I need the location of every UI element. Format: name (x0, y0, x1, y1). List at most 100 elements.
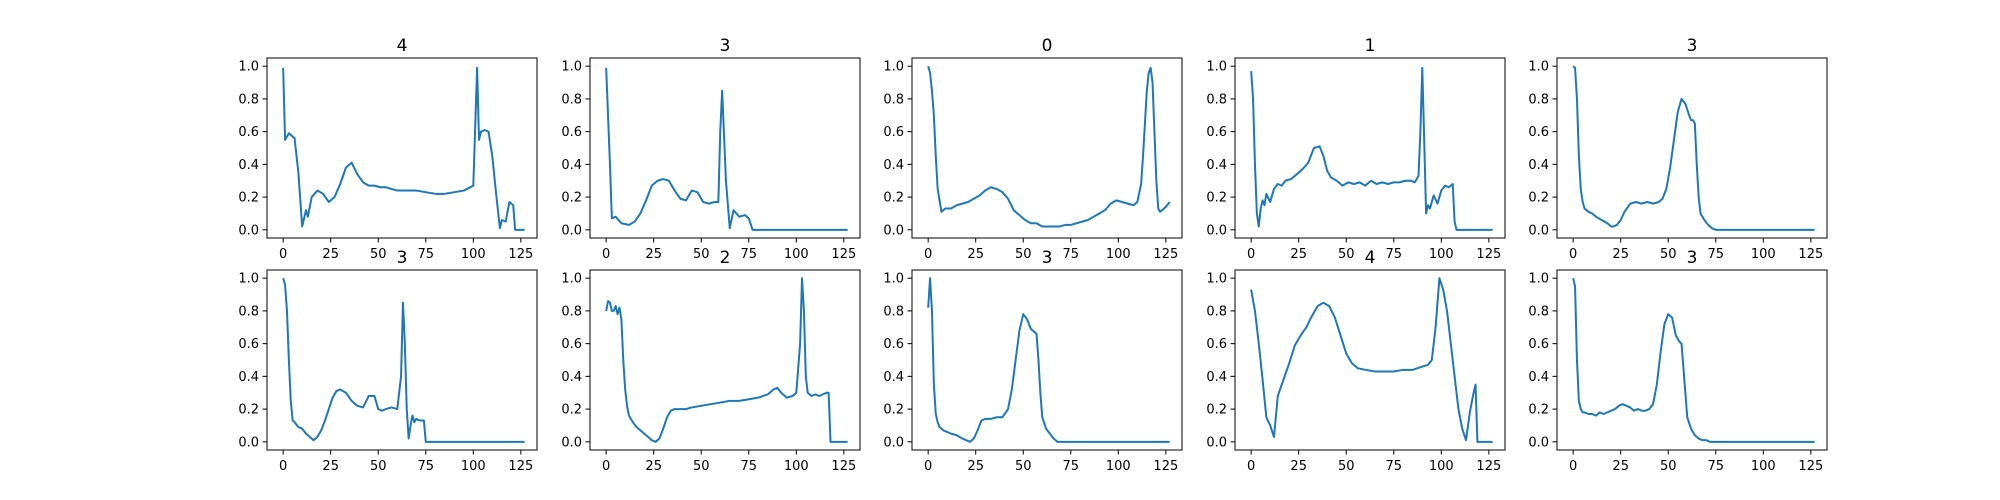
y-tick-label: 1.0 (238, 272, 259, 287)
y-tick-label: 0.8 (561, 304, 582, 319)
subplot-3: 0 25 50 75 100 125 0.0 0.2 0.4 0.6 0.8 1.0 0 (883, 36, 1183, 262)
y-tick-label: 0.8 (1206, 304, 1227, 319)
y-tick-label: 0.8 (238, 304, 259, 319)
y-tick-label: 0.0 (1206, 435, 1227, 450)
y-tick-label: 0.2 (1528, 191, 1549, 206)
y-tick-label: 1.0 (1206, 60, 1227, 75)
x-tick-label: 100 (461, 247, 486, 262)
series-line (1250, 277, 1493, 443)
subplot-title: 4 (1365, 248, 1376, 268)
y-tick-label: 1.0 (1206, 272, 1227, 287)
x-tick-label: 0 (1247, 459, 1255, 474)
y-tick-label: 0.4 (883, 158, 904, 173)
x-tick-label: 50 (370, 247, 387, 262)
axes-frame (1234, 269, 1506, 451)
x-tick-label: 50 (370, 459, 387, 474)
x-tick-label: 100 (1106, 459, 1131, 474)
x-tick-label: 100 (461, 459, 486, 474)
x-tick-label: 25 (645, 459, 662, 474)
x-tick-label: 0 (602, 247, 610, 262)
y-tick-label: 0.0 (883, 435, 904, 450)
x-tick-label: 125 (1476, 247, 1501, 262)
axes-frame (266, 269, 538, 451)
y-tick-label: 0.2 (1528, 403, 1549, 418)
subplot-title: 3 (1042, 248, 1053, 268)
series-line (1572, 65, 1815, 231)
x-tick-label: 125 (1798, 247, 1823, 262)
x-tick-label: 100 (784, 247, 809, 262)
y-tick-label: 0.8 (561, 92, 582, 107)
x-tick-label: 25 (1612, 247, 1629, 262)
y-tick-label: 0.8 (883, 92, 904, 107)
y-tick-label: 0.8 (1528, 304, 1549, 319)
subplot-9: 0 25 50 75 100 125 0.0 0.2 0.4 0.6 0.8 1.0 4 (1206, 248, 1506, 474)
subplot-title: 3 (397, 248, 408, 268)
x-tick-label: 0 (924, 459, 932, 474)
subplot-title: 1 (1365, 36, 1376, 56)
x-tick-label: 50 (1015, 247, 1032, 262)
x-tick-label: 100 (784, 459, 809, 474)
x-tick-label: 125 (508, 247, 533, 262)
x-tick-label: 75 (1062, 459, 1079, 474)
y-tick-label: 0.2 (238, 191, 259, 206)
x-tick-label: 0 (602, 459, 610, 474)
y-tick-label: 0.8 (883, 304, 904, 319)
x-tick-label: 75 (417, 459, 434, 474)
x-tick-label: 25 (322, 247, 339, 262)
y-tick-label: 0.4 (1528, 370, 1549, 385)
series-line (927, 65, 1171, 228)
series-line (1572, 277, 1815, 443)
x-tick-label: 0 (279, 247, 287, 262)
x-tick-label: 50 (1660, 247, 1677, 262)
x-tick-label: 25 (645, 247, 662, 262)
y-tick-label: 0.6 (561, 337, 582, 352)
y-tick-label: 1.0 (883, 272, 904, 287)
y-tick-label: 0.0 (561, 223, 582, 238)
x-tick-label: 0 (279, 459, 287, 474)
y-tick-label: 0.4 (561, 370, 582, 385)
x-tick-label: 100 (1751, 459, 1776, 474)
y-tick-label: 0.0 (883, 223, 904, 238)
y-tick-label: 0.8 (238, 92, 259, 107)
x-tick-label: 100 (1751, 247, 1776, 262)
axes-frame (266, 57, 538, 239)
x-tick-label: 25 (967, 247, 984, 262)
subplot-8: 0 25 50 75 100 125 0.0 0.2 0.4 0.6 0.8 1.0 3 (883, 248, 1183, 474)
x-tick-label: 125 (1798, 459, 1823, 474)
subplot-4: 0 25 50 75 100 125 0.0 0.2 0.4 0.6 0.8 1.0 1 (1206, 36, 1506, 262)
y-tick-label: 0.6 (883, 125, 904, 140)
x-tick-label: 100 (1429, 247, 1454, 262)
subplot-7: 0 25 50 75 100 125 0.0 0.2 0.4 0.6 0.8 1.0 2 (561, 248, 861, 474)
series-line (927, 277, 1170, 443)
x-tick-label: 0 (1569, 459, 1577, 474)
y-tick-label: 0.6 (883, 337, 904, 352)
y-tick-label: 0.4 (1206, 158, 1227, 173)
y-tick-label: 0.0 (561, 435, 582, 450)
x-tick-label: 50 (1660, 459, 1677, 474)
y-tick-label: 0.6 (238, 337, 259, 352)
y-tick-label: 0.2 (238, 403, 259, 418)
x-tick-label: 75 (1062, 247, 1079, 262)
y-tick-label: 1.0 (561, 272, 582, 287)
x-tick-label: 25 (1612, 459, 1629, 474)
series-line (282, 277, 525, 443)
subplot-title: 4 (397, 36, 408, 56)
x-tick-label: 100 (1429, 459, 1454, 474)
x-tick-label: 50 (1338, 247, 1355, 262)
x-tick-label: 0 (1569, 247, 1577, 262)
x-tick-label: 0 (1247, 247, 1255, 262)
y-tick-label: 1.0 (238, 60, 259, 75)
series-line (605, 277, 848, 443)
x-tick-label: 25 (1290, 459, 1307, 474)
y-tick-label: 0.2 (561, 191, 582, 206)
y-tick-label: 1.0 (1528, 272, 1549, 287)
series-line (282, 66, 525, 231)
x-tick-label: 125 (508, 459, 533, 474)
x-tick-label: 125 (831, 247, 856, 262)
y-tick-label: 0.0 (1528, 223, 1549, 238)
x-tick-label: 75 (1707, 459, 1724, 474)
x-tick-label: 50 (1015, 459, 1032, 474)
x-tick-label: 75 (1385, 247, 1402, 262)
y-tick-label: 0.6 (1528, 125, 1549, 140)
y-tick-label: 0.2 (883, 191, 904, 206)
